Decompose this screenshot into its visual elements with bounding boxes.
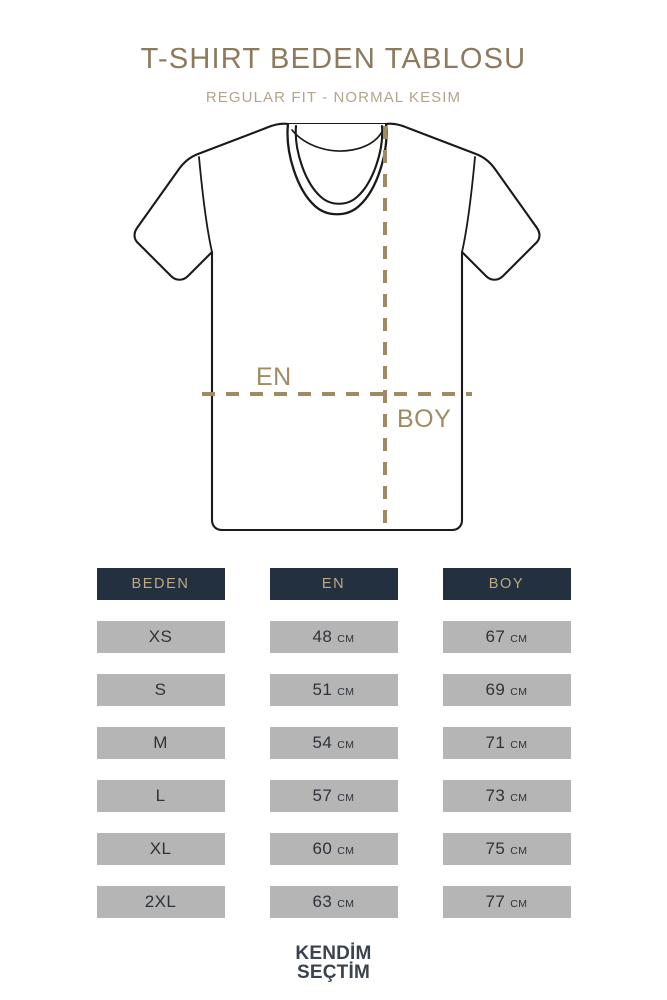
table-row: S 51 CM 69 CM — [0, 674, 667, 706]
page-subtitle: REGULAR FIT - NORMAL KESIM — [205, 88, 462, 106]
length-label: BOY — [397, 405, 451, 433]
brand-logo: KENDİM SEÇTİM — [295, 944, 371, 982]
width-cell: 57 CM — [269, 780, 398, 812]
length-value: 69 — [485, 680, 506, 699]
width-value: 60 — [312, 839, 333, 858]
length-value: 73 — [485, 786, 506, 805]
unit-label: CM — [337, 845, 355, 857]
tshirt-collar-inner — [294, 125, 384, 206]
tshirt-outline — [133, 123, 541, 532]
length-cell: 75 CM — [442, 833, 571, 865]
table-row: L 57 CM 73 CM — [0, 780, 667, 812]
column-header-beden: BEDEN — [96, 568, 225, 600]
length-value: 75 — [485, 839, 506, 858]
size-cell: XS — [96, 621, 225, 653]
unit-label: CM — [510, 739, 528, 751]
length-value: 71 — [485, 733, 506, 752]
tshirt-diagram-svg: EN BOY — [133, 123, 541, 532]
width-value: 54 — [312, 733, 333, 752]
page-header: T-SHIRT BEDEN TABLOSU REGULAR FIT - NORM… — [0, 0, 667, 106]
length-value: 77 — [485, 892, 506, 911]
length-value: 67 — [485, 627, 506, 646]
column-header-en: EN — [269, 568, 398, 600]
length-cell: 69 CM — [442, 674, 571, 706]
tshirt-sleeve-seam-right — [461, 156, 476, 254]
size-cell: 2XL — [96, 886, 225, 918]
unit-label: CM — [510, 686, 528, 698]
tshirt-sleeve-seam-left — [198, 156, 213, 254]
unit-label: CM — [510, 898, 528, 910]
brand-logo-line2: SEÇTİM — [297, 962, 370, 983]
column-header-boy: BOY — [442, 568, 571, 600]
page-title: T-SHIRT BEDEN TABLOSU — [140, 43, 527, 75]
length-cell: 67 CM — [442, 621, 571, 653]
width-cell: 63 CM — [269, 886, 398, 918]
length-cell: 77 CM — [442, 886, 571, 918]
size-table: BEDEN EN BOY XS 48 CM 67 CM S 51 CM 69 CM M … — [0, 568, 667, 939]
footer: KENDİM SEÇTİM — [0, 944, 667, 983]
table-row: XS 48 CM 67 CM — [0, 621, 667, 653]
size-cell: L — [96, 780, 225, 812]
unit-label: CM — [337, 739, 355, 751]
unit-label: CM — [510, 633, 528, 645]
size-cell: XL — [96, 833, 225, 865]
unit-label: CM — [337, 792, 355, 804]
tshirt-illustration: EN BOY — [0, 112, 667, 542]
unit-label: CM — [337, 633, 355, 645]
width-value: 48 — [312, 627, 333, 646]
unit-label: CM — [510, 792, 528, 804]
unit-label: CM — [337, 898, 355, 910]
table-header-row: BEDEN EN BOY — [0, 568, 667, 600]
table-row: XL 60 CM 75 CM — [0, 833, 667, 865]
size-cell: M — [96, 727, 225, 759]
width-cell: 54 CM — [269, 727, 398, 759]
width-cell: 48 CM — [269, 621, 398, 653]
length-cell: 73 CM — [442, 780, 571, 812]
table-row: M 54 CM 71 CM — [0, 727, 667, 759]
width-cell: 51 CM — [269, 674, 398, 706]
unit-label: CM — [337, 686, 355, 698]
unit-label: CM — [510, 845, 528, 857]
length-cell: 71 CM — [442, 727, 571, 759]
width-value: 63 — [312, 892, 333, 911]
width-label: EN — [256, 363, 292, 391]
width-value: 51 — [312, 680, 333, 699]
width-cell: 60 CM — [269, 833, 398, 865]
brand-logo-line1: KENDİM — [295, 943, 372, 964]
size-cell: S — [96, 674, 225, 706]
table-row: 2XL 63 CM 77 CM — [0, 886, 667, 918]
width-value: 57 — [312, 786, 333, 805]
tshirt-collar-seam — [291, 129, 384, 153]
